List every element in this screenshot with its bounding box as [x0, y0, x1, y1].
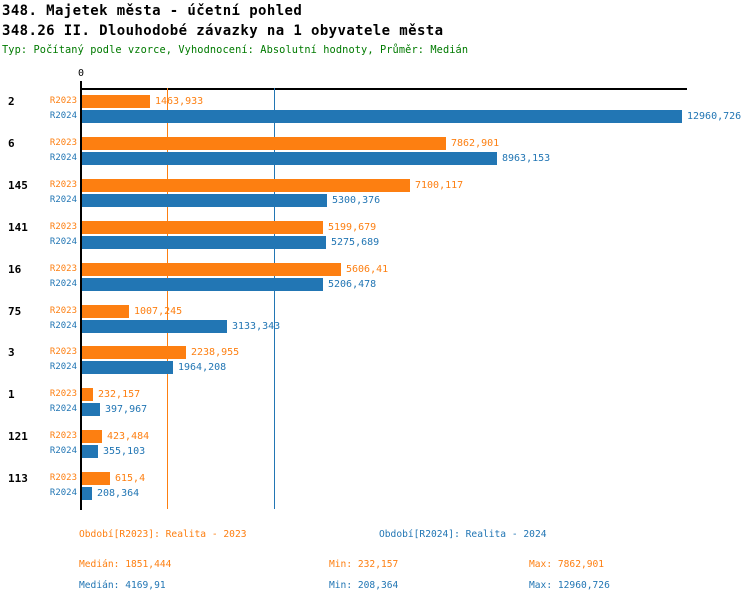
bar-value-label: 3133,343	[232, 321, 281, 332]
stat-min-r2024: Min: 208,364	[329, 580, 399, 591]
series-tick-label-r2023: R2023	[49, 180, 77, 190]
series-tick-label-r2024: R2024	[49, 321, 77, 331]
bar-r2024	[82, 320, 227, 333]
legend-r2023: Období[R2023]: Realita - 2023	[79, 529, 247, 540]
bar-value-label: 232,157	[98, 389, 141, 400]
series-tick-label-r2024: R2024	[49, 488, 77, 498]
stat-median-r2023: Medián: 1851,444	[79, 559, 172, 570]
chart-meta-line: Typ: Počítaný podle vzorce, Vyhodnocení:…	[2, 44, 469, 56]
category-label: 145	[8, 179, 28, 192]
bar-value-label: 5300,376	[332, 195, 381, 206]
series-tick-label-r2024: R2024	[49, 237, 77, 247]
page-title: 348. Majetek města - účetní pohled	[2, 3, 303, 19]
series-tick-label-r2023: R2023	[49, 431, 77, 441]
category-label: 141	[8, 221, 28, 234]
bar-r2024	[82, 445, 98, 458]
series-tick-label-r2023: R2023	[49, 389, 77, 399]
category-label: 75	[8, 305, 22, 318]
bar-r2024	[82, 194, 327, 207]
series-tick-label-r2023: R2023	[49, 138, 77, 148]
bar-r2023	[82, 472, 110, 485]
series-tick-label-r2023: R2023	[49, 347, 77, 357]
stat-median-r2024: Medián: 4169,91	[79, 580, 166, 591]
bar-value-label: 8963,153	[502, 153, 551, 164]
bar-r2023	[82, 305, 129, 318]
series-tick-label-r2024: R2024	[49, 111, 77, 121]
bar-value-label: 423,484	[107, 431, 150, 442]
category-label: 3	[8, 346, 15, 359]
bar-r2024	[82, 152, 497, 165]
series-tick-label-r2023: R2023	[49, 96, 77, 106]
bar-r2023	[82, 388, 93, 401]
category-label: 6	[8, 137, 15, 150]
bar-value-label: 355,103	[103, 446, 146, 457]
series-tick-label-r2024: R2024	[49, 446, 77, 456]
bar-value-label: 397,967	[105, 404, 148, 415]
category-label: 113	[8, 472, 28, 485]
median-line-r2024	[273, 88, 275, 509]
bar-r2023	[82, 95, 150, 108]
x-axis-zero-label: 0	[78, 68, 85, 79]
y-axis-line	[80, 81, 82, 510]
series-tick-label-r2024: R2024	[49, 279, 77, 289]
bar-value-label: 5206,478	[328, 279, 377, 290]
bar-r2024	[82, 236, 326, 249]
bar-value-label: 1964,208	[178, 362, 227, 373]
bar-r2024	[82, 278, 323, 291]
bar-r2024	[82, 403, 100, 416]
bar-value-label: 12960,726	[687, 111, 742, 122]
category-label: 1	[8, 388, 15, 401]
bar-value-label: 1463,933	[155, 96, 204, 107]
bar-r2023	[82, 430, 102, 443]
bar-r2024	[82, 487, 92, 500]
series-tick-label-r2023: R2023	[49, 222, 77, 232]
series-tick-label-r2024: R2024	[49, 195, 77, 205]
series-tick-label-r2024: R2024	[49, 362, 77, 372]
bar-value-label: 615,4	[115, 473, 146, 484]
stat-min-r2023: Min: 232,157	[329, 559, 399, 570]
series-tick-label-r2023: R2023	[49, 473, 77, 483]
bar-value-label: 5606,41	[346, 264, 389, 275]
bar-value-label: 5275,689	[331, 237, 380, 248]
bar-value-label: 1007,245	[134, 306, 183, 317]
bar-r2023	[82, 137, 446, 150]
bar-r2023	[82, 221, 323, 234]
series-tick-label-r2024: R2024	[49, 153, 77, 163]
stat-max-r2024: Max: 12960,726	[529, 580, 610, 591]
bar-r2023	[82, 179, 410, 192]
stat-max-r2023: Max: 7862,901	[529, 559, 605, 570]
bar-value-label: 208,364	[97, 488, 140, 499]
bar-r2024	[82, 361, 173, 374]
bar-value-label: 5199,679	[328, 222, 377, 233]
bar-r2024	[82, 110, 682, 123]
category-label: 2	[8, 95, 15, 108]
series-tick-label-r2023: R2023	[49, 264, 77, 274]
bar-r2023	[82, 263, 341, 276]
bar-value-label: 7862,901	[451, 138, 500, 149]
series-tick-label-r2023: R2023	[49, 306, 77, 316]
category-label: 16	[8, 263, 22, 276]
series-tick-label-r2024: R2024	[49, 404, 77, 414]
chart-subtitle: 348.26 II. Dlouhodobé závazky na 1 obyva…	[2, 23, 444, 39]
bar-r2023	[82, 346, 186, 359]
x-axis-line	[81, 88, 687, 90]
legend-r2024: Období[R2024]: Realita - 2024	[379, 529, 547, 540]
median-line-r2023	[166, 88, 168, 509]
category-label: 121	[8, 430, 28, 443]
bar-value-label: 7100,117	[415, 180, 464, 191]
bar-value-label: 2238,955	[191, 347, 240, 358]
